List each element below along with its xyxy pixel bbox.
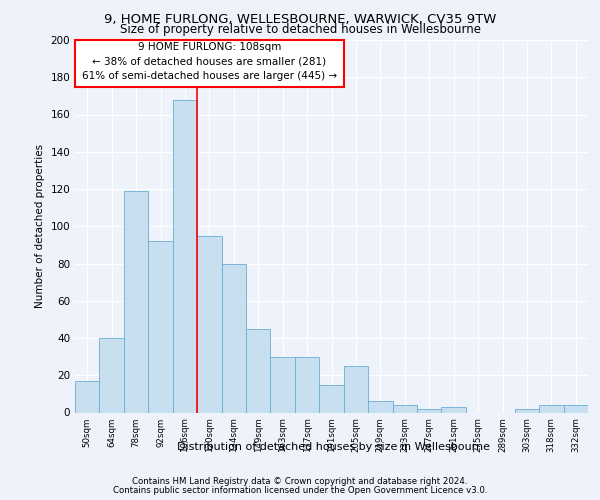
Bar (515, 409, 539, 412)
Bar (124, 191, 148, 412)
Bar (75, 381, 100, 412)
Bar (442, 407, 466, 412)
Text: Size of property relative to detached houses in Wellesbourne: Size of property relative to detached ho… (119, 24, 481, 36)
Bar (539, 405, 563, 412)
Text: Contains public sector information licensed under the Open Government Licence v3: Contains public sector information licen… (113, 486, 487, 495)
Bar (148, 241, 173, 412)
FancyBboxPatch shape (75, 40, 344, 86)
Bar (197, 236, 221, 412)
Bar (173, 100, 197, 412)
Bar (563, 405, 588, 412)
Bar (417, 409, 442, 412)
Text: Distribution of detached houses by size in Wellesbourne: Distribution of detached houses by size … (176, 442, 490, 452)
Bar (368, 402, 392, 412)
Text: 9 HOME FURLONG: 108sqm: 9 HOME FURLONG: 108sqm (137, 42, 281, 51)
Text: Contains HM Land Registry data © Crown copyright and database right 2024.: Contains HM Land Registry data © Crown c… (132, 477, 468, 486)
Bar (295, 356, 319, 412)
Text: ← 38% of detached houses are smaller (281): ← 38% of detached houses are smaller (28… (92, 56, 326, 66)
Text: 9, HOME FURLONG, WELLESBOURNE, WARWICK, CV35 9TW: 9, HOME FURLONG, WELLESBOURNE, WARWICK, … (104, 12, 496, 26)
Bar (392, 405, 417, 412)
Y-axis label: Number of detached properties: Number of detached properties (35, 144, 45, 308)
Bar (344, 366, 368, 412)
Text: 61% of semi-detached houses are larger (445) →: 61% of semi-detached houses are larger (… (82, 72, 337, 82)
Bar (319, 384, 344, 412)
Bar (246, 328, 271, 412)
Bar (271, 356, 295, 412)
Bar (221, 264, 246, 412)
Bar (100, 338, 124, 412)
